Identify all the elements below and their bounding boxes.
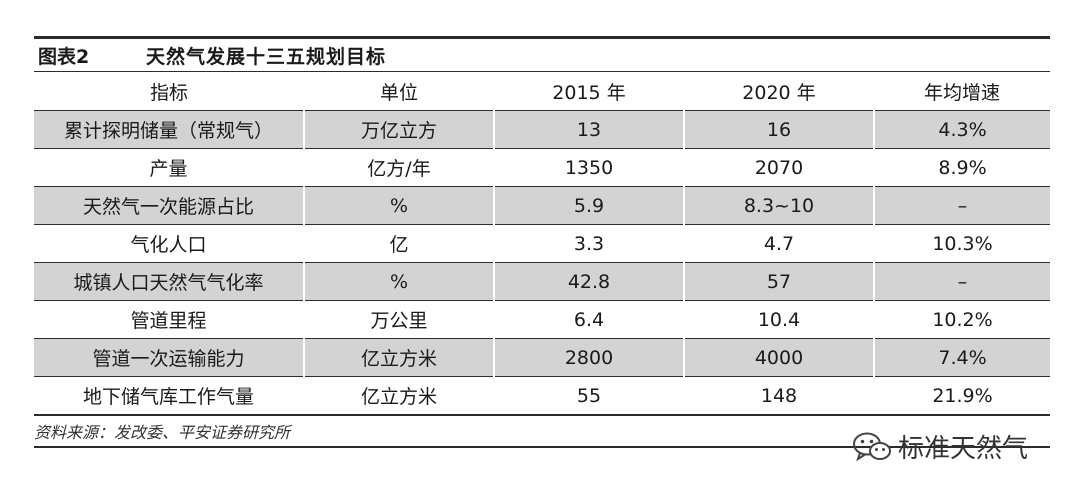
cell-growth: 10.2% <box>873 300 1050 339</box>
cell-indicator: 管道里程 <box>34 300 304 339</box>
table-row: 天然气一次能源占比 % 5.9 8.3~10 – <box>34 186 1050 225</box>
table-header-row: 指标 单位 2015 年 2020 年 年均增速 <box>34 72 1050 111</box>
cell-2015: 42.8 <box>493 262 684 301</box>
cell-2015: 13 <box>493 110 684 149</box>
cell-indicator: 管道一次运输能力 <box>34 338 304 377</box>
planning-targets-table: 指标 单位 2015 年 2020 年 年均增速 累计探明储量（常规气） 万亿立… <box>34 72 1050 416</box>
header-unit: 单位 <box>304 72 494 111</box>
wechat-watermark: 标准天然气 <box>852 428 1028 465</box>
cell-2015: 1350 <box>493 148 684 187</box>
cell-2020: 10.4 <box>683 300 874 339</box>
cell-2020: 57 <box>683 262 874 301</box>
wechat-account-name: 标准天然气 <box>898 434 1029 464</box>
cell-growth: 21.9% <box>873 376 1050 416</box>
cell-2020: 16 <box>683 110 874 149</box>
cell-indicator: 气化人口 <box>34 224 304 263</box>
cell-growth: – <box>873 262 1050 301</box>
cell-indicator: 天然气一次能源占比 <box>34 186 304 225</box>
table-row: 累计探明储量（常规气） 万亿立方 13 16 4.3% <box>34 110 1050 149</box>
cell-2020: 2070 <box>683 148 874 187</box>
cell-growth: 7.4% <box>873 338 1050 377</box>
cell-indicator: 城镇人口天然气气化率 <box>34 262 304 301</box>
header-growth: 年均增速 <box>874 72 1050 111</box>
table-row: 城镇人口天然气气化率 % 42.8 57 – <box>34 262 1050 301</box>
table-row: 气化人口 亿 3.3 4.7 10.3% <box>34 224 1050 263</box>
cell-unit: 万亿立方 <box>303 110 494 149</box>
cell-indicator: 产量 <box>34 148 304 187</box>
cell-2015: 2800 <box>493 338 684 377</box>
cell-unit: 亿立方米 <box>303 338 494 377</box>
cell-unit: % <box>303 186 494 225</box>
cell-indicator: 地下储气库工作气量 <box>34 376 304 416</box>
cell-2015: 55 <box>493 376 684 416</box>
cell-unit: 亿方/年 <box>303 148 494 187</box>
table-row: 管道一次运输能力 亿立方米 2800 4000 7.4% <box>34 338 1050 377</box>
wechat-icon <box>853 432 891 461</box>
cell-2015: 5.9 <box>493 186 684 225</box>
table-row: 地下储气库工作气量 亿立方米 55 148 21.9% <box>34 376 1050 416</box>
cell-growth: 8.9% <box>873 148 1050 187</box>
cell-2020: 4.7 <box>683 224 874 263</box>
table-row: 管道里程 万公里 6.4 10.4 10.2% <box>34 300 1050 339</box>
table-row: 产量 亿方/年 1350 2070 8.9% <box>34 148 1050 187</box>
header-2015: 2015 年 <box>494 72 684 111</box>
figure-title: 天然气发展十三五规划目标 <box>146 45 387 68</box>
cell-2015: 3.3 <box>493 224 684 263</box>
cell-unit: 亿 <box>303 224 494 263</box>
figure-label: 图表2 <box>38 45 90 68</box>
header-2020: 2020 年 <box>684 72 874 111</box>
figure-title-row: 图表2 天然气发展十三五规划目标 <box>34 36 1050 72</box>
cell-unit: % <box>303 262 494 301</box>
header-indicator: 指标 <box>34 72 304 111</box>
cell-2015: 6.4 <box>493 300 684 339</box>
source-note: 资料来源：发改委、平安证券研究所 <box>34 416 1050 448</box>
cell-indicator: 累计探明储量（常规气） <box>34 110 304 149</box>
figure-frame: 图表2 天然气发展十三五规划目标 指标 单位 2015 年 2020 年 年均增… <box>34 36 1050 448</box>
cell-2020: 148 <box>683 376 874 416</box>
cell-2020: 8.3~10 <box>683 186 874 225</box>
cell-unit: 万公里 <box>303 300 494 339</box>
cell-growth: – <box>873 186 1050 225</box>
cell-growth: 10.3% <box>873 224 1050 263</box>
cell-2020: 4000 <box>683 338 874 377</box>
cell-unit: 亿立方米 <box>303 376 494 416</box>
cell-growth: 4.3% <box>873 110 1050 149</box>
